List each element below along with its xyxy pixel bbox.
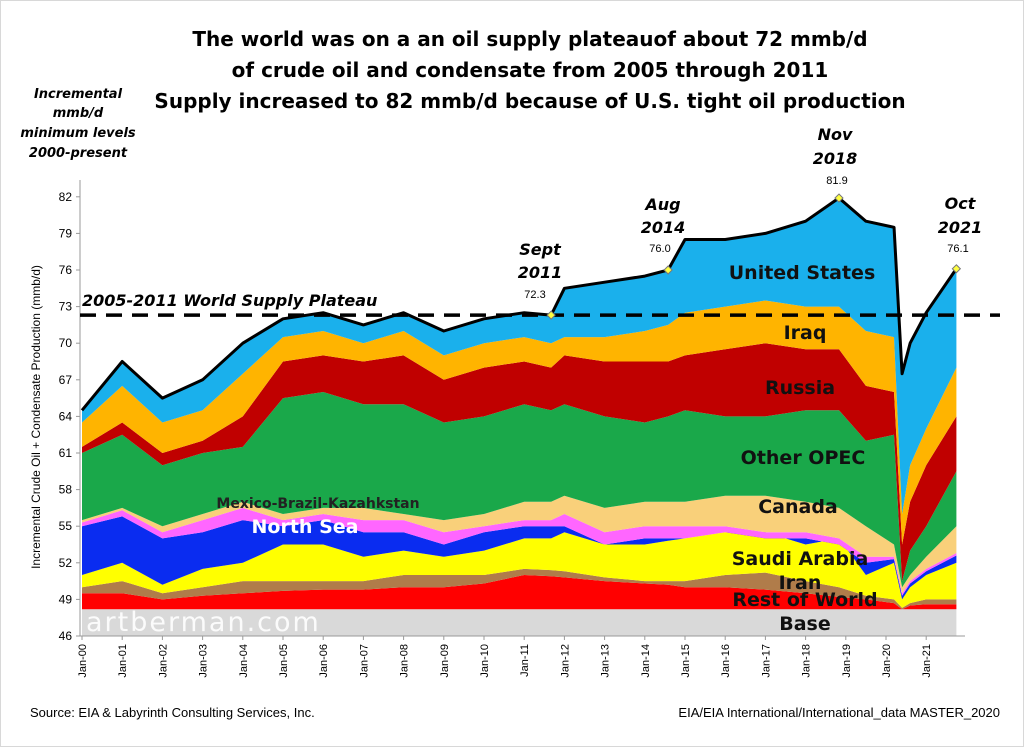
annotation-marker <box>546 310 556 320</box>
total-supply-line <box>80 196 958 412</box>
note-line-2: mmb/d <box>53 106 104 121</box>
y-axis-label: Incremental Crude Oil + Condensate Produ… <box>29 265 43 569</box>
annotation-line: Nov <box>818 125 853 144</box>
annotation-value: 76.0 <box>649 243 670 255</box>
area-united-states <box>82 198 957 514</box>
x-tick-label: Jan-04 <box>238 644 250 678</box>
x-tick-label: Jan-11 <box>519 644 531 677</box>
area-saudi-arabia <box>82 532 957 608</box>
area-north-sea <box>82 516 957 600</box>
note-line-4: 2000-present <box>29 146 128 161</box>
annotation-aug-2014: Aug 2014 76.0 <box>641 195 686 255</box>
annotation-marker <box>951 264 962 274</box>
annotation-line: Aug <box>643 195 680 214</box>
y-tick-label: 79 <box>59 226 73 240</box>
y-tick-label: 64 <box>59 409 73 423</box>
y-tick-label: 73 <box>59 300 73 314</box>
x-tick-label: Jan-21 <box>921 644 933 678</box>
label-canada: Canada <box>758 496 838 518</box>
note-line-3: minimum levels <box>20 126 136 141</box>
x-tick-label: Jan-02 <box>157 644 169 678</box>
x-tick-label: Jan-03 <box>198 644 210 678</box>
area-iran <box>82 568 957 610</box>
y-tick-label: 55 <box>59 519 73 533</box>
label-russia: Russia <box>765 377 835 399</box>
annotation-marker <box>834 193 844 203</box>
annotation-line: Oct <box>945 194 977 213</box>
x-tick-label: Jan-19 <box>841 644 853 678</box>
y-tick-label: 52 <box>59 556 73 570</box>
label-north-sea: North Sea <box>252 516 359 538</box>
annotation-line: 2021 <box>938 218 983 237</box>
label-iraq: Iraq <box>784 322 827 344</box>
x-tick-label: Jan-14 <box>640 644 652 678</box>
note-line-1: Incremental <box>34 87 123 102</box>
x-tick-label: Jan-09 <box>439 644 451 678</box>
y-tick-label: 70 <box>59 336 73 350</box>
x-tick-label: Jan-15 <box>680 644 692 678</box>
annotation-line: 2011 <box>518 263 563 282</box>
x-tick-label: Jan-08 <box>399 644 411 678</box>
area-iraq <box>82 300 957 545</box>
source-note: Source: EIA & Labyrinth Consulting Servi… <box>30 705 315 720</box>
y-tick-label: 82 <box>59 190 73 204</box>
label-mexico-brazil-kazahkstan: Mexico-Brazil-Kazahkstan <box>216 496 419 512</box>
label-iran: Iran <box>779 572 822 594</box>
area-other-opec <box>82 392 957 588</box>
y-tick-label: 49 <box>59 592 73 606</box>
x-tick-label: Jan-00 <box>77 644 89 678</box>
y-tick-label: 76 <box>59 263 73 277</box>
chart-title-line-2: of crude oil and condensate from 2005 th… <box>232 58 829 82</box>
annotation-line: 2014 <box>641 218 686 237</box>
plateau-label: 2005-2011 World Supply Plateau <box>82 291 377 310</box>
chart-title-line-3: Supply increased to 82 mmb/d because of … <box>154 89 905 113</box>
x-tick-label: Jan-17 <box>760 644 772 678</box>
x-tick-label: Jan-20 <box>881 644 893 678</box>
file-reference: EIA/EIA International/International_data… <box>678 705 1000 720</box>
y-tick-label: 58 <box>59 483 73 497</box>
area-canada <box>82 495 957 594</box>
area-russia <box>82 343 957 582</box>
label-other-opec: Other OPEC <box>741 447 866 469</box>
annotation-value: 76.1 <box>947 243 968 255</box>
annotation-line: Sept <box>519 240 562 259</box>
annotation-nov-2018: Nov 2018 81.9 <box>813 125 858 187</box>
area-mexico-brazil-kazahkstan <box>82 507 957 596</box>
y-tick-label: 61 <box>59 446 73 460</box>
y-tick-label: 67 <box>59 373 73 387</box>
label-saudi-arabia: Saudi Arabia <box>732 548 869 570</box>
x-tick-label: Jan-18 <box>801 644 813 678</box>
area-rest-of-world <box>82 575 957 610</box>
x-tick-label: Jan-13 <box>600 644 612 678</box>
annotation-marker <box>663 265 673 275</box>
label-rest-of-world: Rest of World <box>732 589 877 611</box>
chart-title-line-1: The world was on a an oil supply plateau… <box>192 27 867 51</box>
x-tick-label: Jan-01 <box>117 644 129 678</box>
x-tick-label: Jan-16 <box>720 644 732 678</box>
x-tick-label: Jan-05 <box>278 644 290 678</box>
annotation-oct-2021: Oct 2021 76.1 <box>938 194 983 255</box>
label-base: Base <box>779 613 831 635</box>
label-united-states: United States <box>729 262 876 284</box>
x-tick-label: Jan-10 <box>479 644 491 678</box>
annotation-line: 2018 <box>813 149 858 168</box>
watermark: artberman.com <box>86 607 321 638</box>
annotation-value: 72.3 <box>524 289 545 301</box>
x-tick-label: Jan-07 <box>358 644 370 678</box>
annotation-sept-2011: Sept 2011 72.3 <box>518 240 563 301</box>
x-tick-label: Jan-12 <box>559 644 571 678</box>
annotation-value: 81.9 <box>826 175 847 187</box>
x-tick-label: Jan-06 <box>318 644 330 678</box>
y-tick-label: 46 <box>59 629 73 643</box>
area-base <box>82 609 957 636</box>
